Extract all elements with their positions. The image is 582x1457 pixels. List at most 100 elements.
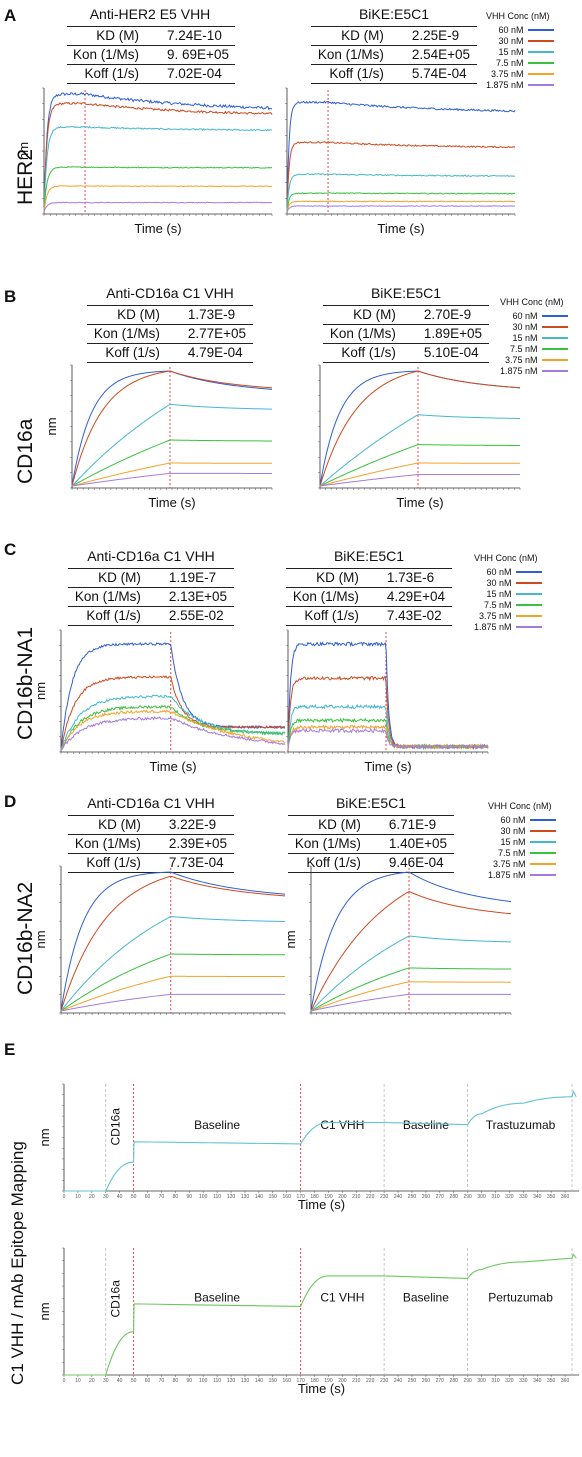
x-tick-label: 260	[422, 1194, 431, 1200]
series-line	[71, 403, 273, 487]
y-axis-title: nm	[16, 142, 31, 160]
legend-label: 3.75 nM	[491, 68, 524, 79]
kinetics-row: Kon (1/Ms) 2.54E+05	[311, 46, 477, 65]
legend-swatch	[529, 840, 556, 843]
x-tick-label: 60	[145, 1194, 151, 1200]
series-line	[310, 935, 512, 1012]
legend-item: 7.5 nM	[500, 343, 568, 354]
sensorgram-b2: Time (s)	[318, 364, 521, 510]
kinetics-row: Kon (1/Ms) 1.40E+05	[288, 835, 454, 854]
x-tick-label: 140	[255, 1194, 264, 1200]
x-tick-label: 190	[324, 1378, 333, 1384]
legend-item: 3.75 nM	[474, 610, 542, 621]
kinetics-param: Kon (1/Ms)	[317, 47, 384, 62]
legend-label: 15 nM	[498, 46, 524, 57]
phase-label: Trastuzumab	[486, 1118, 556, 1132]
sensorgram-b1: Time (s) nm	[44, 364, 273, 510]
x-tick-label: 150	[269, 1378, 278, 1384]
series-line	[286, 173, 516, 212]
x-tick-label: 260	[422, 1378, 431, 1384]
kinetics-param: KD (M)	[341, 28, 384, 43]
series-line	[287, 727, 489, 750]
kinetics-param: Koff (1/s)	[306, 855, 361, 870]
legend-item: 1.875 nM	[486, 79, 554, 90]
legend-item: 15 nM	[500, 332, 568, 343]
legend-swatch	[527, 83, 554, 86]
series-line	[71, 439, 272, 487]
kinetics-value: 9.46E-04	[388, 855, 444, 870]
x-tick-label: 230	[380, 1194, 389, 1200]
kinetics-table-title: Anti-CD16a C1 VHH	[106, 285, 234, 301]
series-line	[319, 444, 520, 487]
kinetics-value: 7.02E-04	[167, 66, 222, 81]
x-tick-label: 320	[505, 1194, 514, 1200]
kinetics-param: Koff (1/s)	[105, 345, 160, 360]
x-tick-label: 340	[533, 1378, 542, 1384]
x-tick-label: 310	[491, 1378, 500, 1384]
kinetics-param: KD (M)	[98, 817, 141, 832]
kinetics-value: 4.79E-04	[187, 345, 243, 360]
concentration-legend: VHH Conc (nM) 60 nM 30 nM 15 nM 7.5 nM 3.75 n…	[500, 297, 568, 376]
kinetics-value: 9. 69E+05	[167, 47, 229, 62]
x-tick-label: 20	[89, 1194, 95, 1200]
series-line	[310, 890, 512, 1012]
x-tick-label: 300	[477, 1378, 486, 1384]
row-label-e: C1 VHH / mAb Epitope Mapping	[8, 1141, 27, 1385]
x-tick-label: 290	[463, 1194, 472, 1200]
legend-swatch	[527, 61, 554, 64]
x-tick-label: 160	[283, 1378, 292, 1384]
x-tick-label: 310	[491, 1194, 500, 1200]
x-tick-label: 70	[159, 1194, 165, 1200]
x-tick-label: 270	[436, 1378, 445, 1384]
legend-title: VHH Conc (nM)	[500, 297, 564, 307]
series-line	[319, 474, 520, 487]
legend-title: VHH Conc (nM)	[488, 801, 552, 811]
legend-title: VHH Conc (nM)	[486, 11, 550, 21]
kinetics-value: 4.29E+04	[386, 589, 446, 604]
legend-swatch	[515, 570, 542, 573]
kinetics-value: 5.74E-04	[411, 66, 467, 81]
x-tick-label: 70	[159, 1378, 165, 1384]
x-tick-label: 40	[117, 1378, 123, 1384]
kinetics-table: KD (M) 1.73E-9 Kon (1/Ms) 2.77E+05 Koff (1/s…	[87, 305, 253, 363]
row-label-b: CD16a	[14, 418, 37, 484]
legend-item: 30 nM	[500, 321, 568, 332]
x-tick-label: 120	[227, 1378, 236, 1384]
legend-label: 15 nM	[486, 588, 512, 599]
legend-label: 7.5 nM	[496, 57, 524, 68]
panel-letter-b: B	[4, 287, 17, 306]
phase-label: Baseline	[194, 1290, 240, 1304]
series-line	[319, 370, 521, 487]
legend-swatch	[527, 50, 554, 53]
series-line	[286, 205, 516, 213]
phase-label: Baseline	[403, 1118, 449, 1132]
legend-item: 1.875 nM	[488, 869, 556, 880]
x-tick-label: 110	[213, 1378, 221, 1384]
kinetics-param: Koff (1/s)	[86, 608, 141, 623]
kinetics-table-title: BiKE:E5C1	[333, 548, 405, 564]
legend-swatch	[529, 818, 556, 821]
kinetics-row: KD (M) 3.22E-9	[68, 815, 234, 835]
kinetics-param: KD (M)	[353, 307, 396, 322]
x-tick-label: 220	[366, 1378, 375, 1384]
kinetics-table: KD (M) 1.19E-7 Kon (1/Ms) 2.13E+05 Koff (1/s…	[68, 568, 234, 626]
legend-swatch	[515, 603, 542, 606]
kinetics-row: KD (M) 7.24E-10	[67, 26, 235, 46]
y-axis-title: nm	[37, 1302, 52, 1320]
kinetics-value: 6.71E-9	[388, 817, 437, 832]
sensorgram-c1: Time (s) nm	[33, 629, 286, 774]
legend-item: 60 nM	[500, 310, 568, 321]
sensorgram-e2: 0 10 20 30 40 50 60 70 80 90 100 110 120 130 140 150 160…	[37, 1247, 579, 1396]
x-tick-label: 360	[561, 1194, 570, 1200]
legend-label: 1.875 nM	[474, 621, 512, 632]
panel-letter-c: C	[4, 540, 17, 559]
legend-item: 7.5 nM	[488, 847, 556, 858]
concentration-legend: VHH Conc (nM) 60 nM 30 nM 15 nM 7.5 nM 3.75 n…	[488, 801, 556, 880]
kinetics-row: Kon (1/Ms) 2.77E+05	[87, 325, 253, 344]
y-axis-title: nm	[33, 682, 48, 700]
x-axis-title: Time (s)	[148, 495, 195, 510]
series-line	[60, 675, 286, 751]
legend-item: 15 nM	[488, 836, 556, 847]
x-tick-label: 280	[450, 1378, 459, 1384]
